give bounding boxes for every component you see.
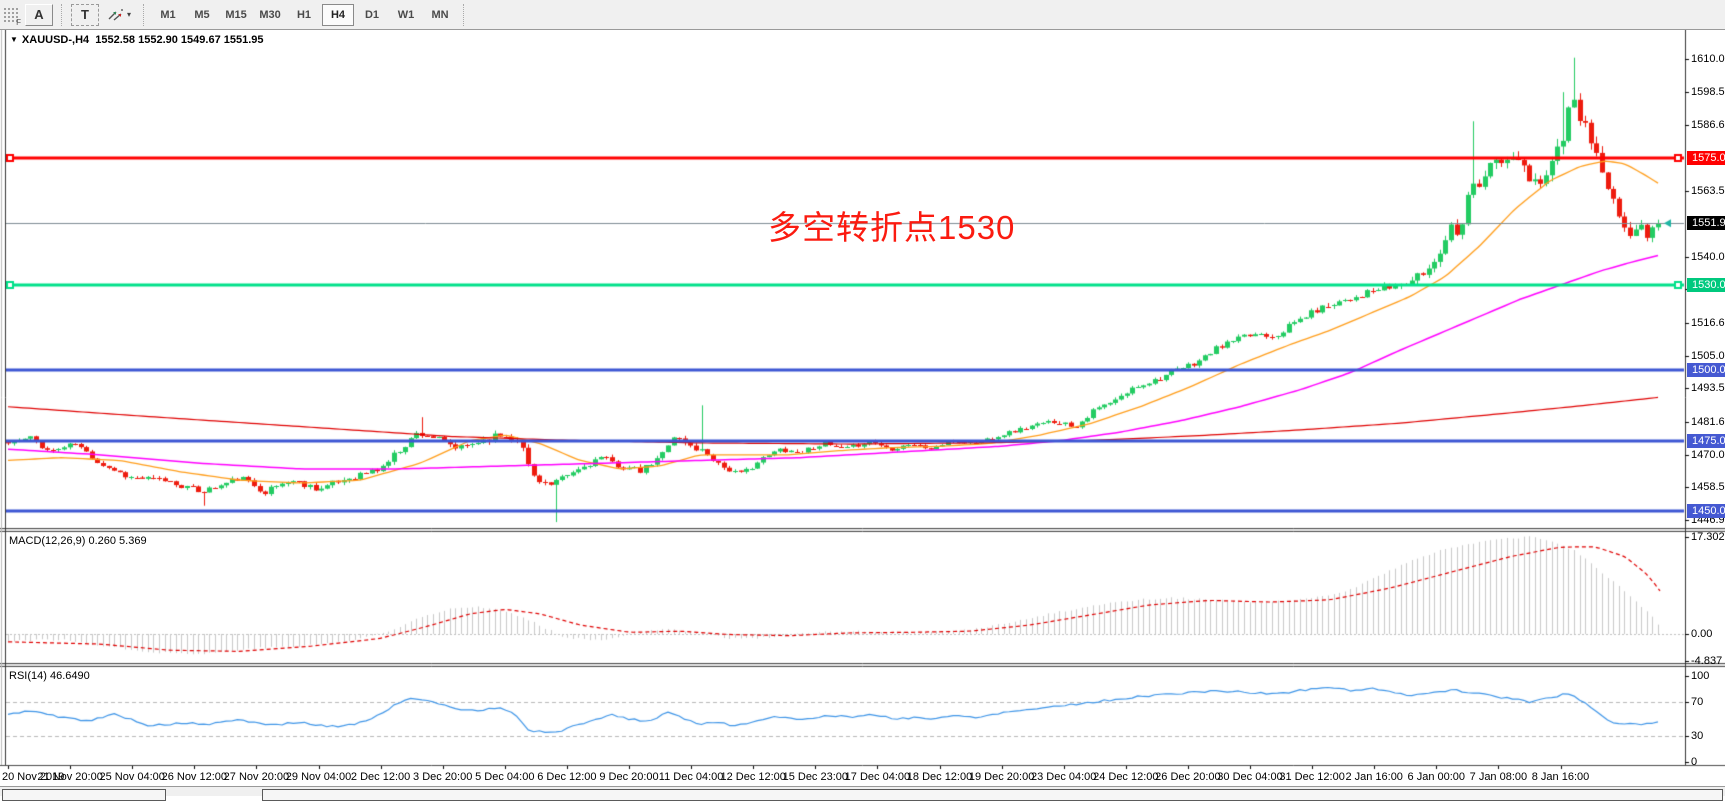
macd-indicator-label: MACD(12,26,9) 0.260 5.369	[9, 535, 147, 547]
time-axis-label: 11 Dec 04:00	[658, 771, 724, 783]
time-axis-label: 27 Nov 20:00	[223, 771, 290, 783]
text-tool-button[interactable]: T	[71, 3, 99, 26]
price-axis-label: 1540.05	[1691, 250, 1725, 263]
time-axis-label: 31 Dec 12:00	[1279, 771, 1345, 783]
time-axis-label: 23 Dec 04:00	[1030, 771, 1097, 783]
timeframe-group: M1 M5 M15 M30 H1 H4 D1 W1 MN	[151, 3, 457, 26]
price-level-badge: 1475.00	[1687, 433, 1725, 448]
toolbar-separator	[61, 3, 63, 26]
price-axis-label: 1610.05	[1691, 52, 1725, 65]
timeframe-button-h4[interactable]: H4	[322, 3, 355, 26]
time-axis-label: 21 Nov 20:00	[37, 771, 103, 783]
timeframe-button-mn[interactable]: MN	[431, 8, 449, 21]
price-level-badge: 1450.00	[1687, 504, 1725, 519]
timeframe-button-m5[interactable]: M5	[194, 8, 210, 21]
time-axis-label: 18 Dec 12:00	[906, 771, 973, 783]
price-axis-label: 1481.60	[1691, 416, 1725, 428]
time-axis-label: 9 Dec 20:00	[599, 771, 659, 783]
time-axis-label: 30 Dec 04:00	[1217, 771, 1283, 783]
price-axis-label: 1458.50	[1691, 481, 1725, 494]
rsi-indicator-label: RSI(14) 46.6490	[9, 670, 90, 682]
time-axis-label: 17 Dec 04:00	[844, 771, 911, 783]
rsi-axis-label: 30	[1691, 730, 1704, 743]
price-axis-label: 1516.60	[1691, 317, 1725, 330]
time-axis-label: 6 Jan 00:00	[1407, 771, 1466, 783]
price-chart-canvas[interactable]	[0, 30, 1725, 795]
timeframe-button-m1[interactable]: M1	[160, 8, 176, 21]
price-level-badge: 1551.95	[1687, 216, 1725, 231]
price-level-badge: 1500.00	[1687, 363, 1725, 377]
price-axis-label: 1586.60	[1691, 119, 1725, 132]
price-axis-label: 1493.50	[1691, 382, 1725, 395]
price-axis-label: 1598.50	[1691, 85, 1725, 98]
timeframe-button-w1[interactable]: W1	[397, 8, 415, 21]
trendline-arrows-icon	[108, 8, 123, 21]
timeframe-button-m15[interactable]: M15	[225, 8, 247, 21]
time-axis-label: 15 Dec 23:00	[782, 771, 849, 783]
chart-tab[interactable]	[2, 789, 166, 801]
timeframe-button-m30[interactable]: M30	[259, 8, 281, 21]
price-level-badge: 1530.00	[1687, 278, 1725, 293]
top-toolbar: F A T ▾ M1 M5 M15 M30 H1 H4 D1 W1 MN	[0, 0, 1725, 30]
rsi-axis-label: 100	[1691, 670, 1710, 682]
time-axis-label: 2 Jan 16:00	[1345, 771, 1403, 783]
toolbar-separator	[143, 3, 145, 26]
chart-ohlc-values: 1552.58 1552.90 1549.67 1551.95	[95, 34, 264, 46]
time-axis-label: 19 Dec 20:00	[968, 771, 1035, 783]
macd-axis-label: -4.837	[1691, 655, 1723, 668]
timeframe-button-d1[interactable]: D1	[364, 8, 380, 21]
price-axis-label: 1470.05	[1691, 448, 1725, 461]
time-axis-label: 3 Dec 20:00	[413, 771, 473, 783]
chart-annotation-text[interactable]: 多空转折点1530	[768, 209, 1016, 246]
price-axis-label: 1563.50	[1691, 184, 1725, 197]
time-axis-label: 26 Dec 20:00	[1155, 771, 1221, 783]
price-axis-label: 1505.05	[1691, 349, 1725, 362]
chevron-down-icon[interactable]: ▼	[10, 35, 18, 44]
dropdown-caret-icon[interactable]: ▾	[127, 10, 132, 19]
rsi-axis-label: 0	[1691, 756, 1698, 768]
chart-symbol-period: XAUUSD-,H4	[21, 34, 90, 46]
toolbar-separator	[463, 3, 465, 26]
time-axis-label: 24 Dec 12:00	[1093, 771, 1159, 783]
chart-window: ▼ XAUUSD-,H4 1552.58 1552.90 1549.67 1551…	[0, 30, 1725, 801]
price-level-badge: 1575.00	[1687, 151, 1725, 166]
time-axis-label: 7 Jan 08:00	[1469, 771, 1528, 783]
time-axis-label: 25 Nov 04:00	[99, 771, 165, 783]
time-axis-label: 6 Dec 12:00	[537, 771, 597, 783]
time-axis-label: 20 Nov 2019	[2, 771, 65, 783]
time-axis-label: 8 Jan 16:00	[1531, 771, 1590, 783]
macd-axis-label: 17.302	[1691, 531, 1725, 544]
chart-tab[interactable]	[262, 789, 1723, 801]
time-axis-label: 12 Dec 12:00	[720, 771, 786, 783]
macd-axis-label: 0.00	[1691, 628, 1713, 640]
rsi-axis-label: 70	[1691, 695, 1704, 708]
time-axis-label: 29 Nov 04:00	[285, 771, 352, 783]
time-axis-label: 26 Nov 12:00	[161, 771, 228, 783]
time-axis-label: 5 Dec 04:00	[475, 771, 535, 783]
time-axis-label: 2 Dec 12:00	[350, 771, 411, 783]
objects-tool-button[interactable]: ▾	[103, 3, 136, 26]
timeframe-button-h1[interactable]: H1	[296, 8, 312, 21]
cursor-tool-button[interactable]: A	[25, 3, 53, 26]
chart-title: ▼ XAUUSD-,H4 1552.58 1552.90 1549.67 1551…	[10, 34, 264, 46]
toolbar-grip-icon[interactable]: F	[3, 6, 21, 27]
